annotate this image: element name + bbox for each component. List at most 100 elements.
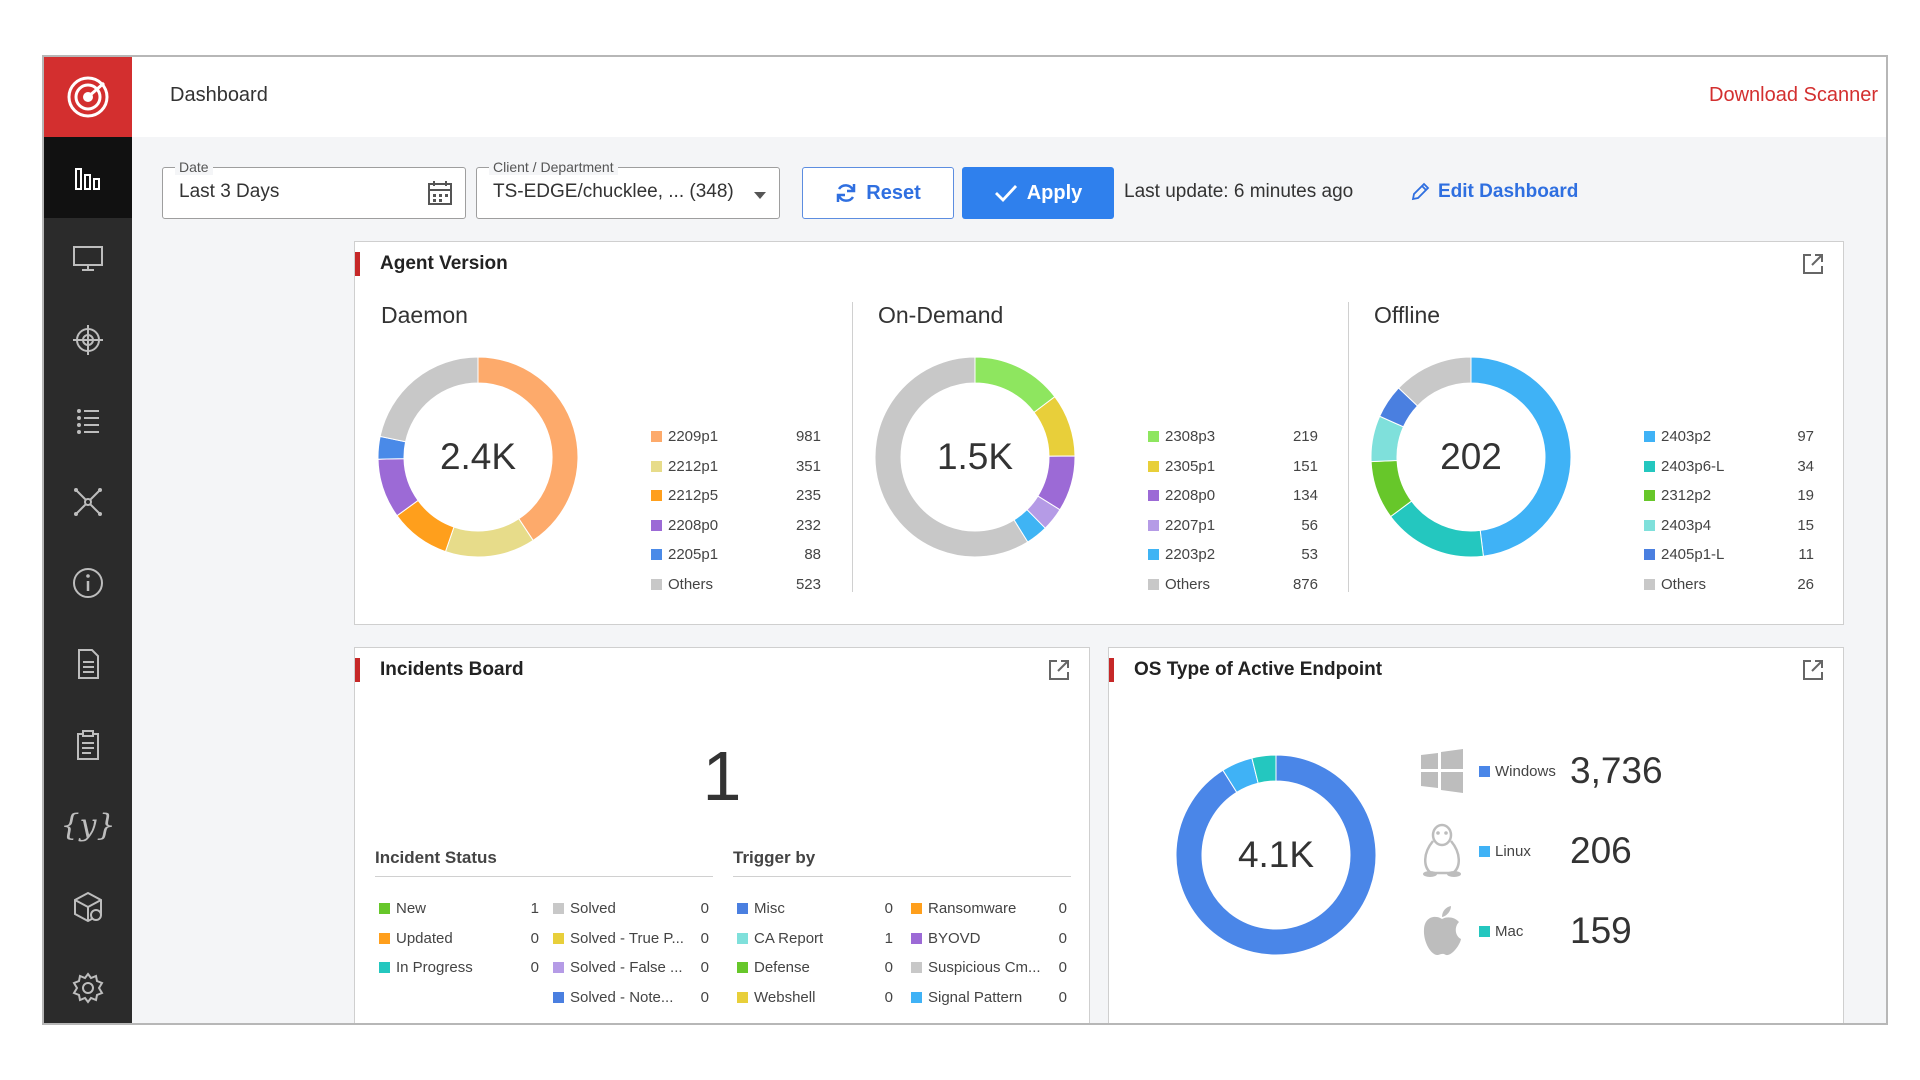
legend-item[interactable]: 2205p1 88 [651,540,821,570]
edit-dashboard-link[interactable]: Edit Dashboard [1410,181,1578,203]
os-value: 3,736 [1570,750,1663,791]
list-item[interactable]: Updated 0 [379,924,539,954]
legend-item[interactable]: 2305p1 151 [1148,452,1318,482]
list-item-count: 0 [884,900,893,918]
legend-swatch [1479,765,1490,777]
legend-label: Others [1165,575,1211,593]
legend-item[interactable]: 2308p3 219 [1148,422,1318,452]
nav-info[interactable] [44,542,132,623]
top-bar: Dashboard Download Scanner [132,57,1886,137]
legend-swatch [1644,431,1655,443]
nav-dashboard[interactable] [44,137,132,218]
list-item[interactable]: Defense 0 [737,953,893,983]
donut-slice[interactable] [874,356,1029,558]
list-item[interactable]: In Progress 0 [379,953,539,983]
logo[interactable] [44,57,132,137]
list-item-count: 0 [884,988,893,1006]
list-item[interactable]: Solved - False ... 0 [553,953,709,983]
legend-item[interactable]: 2403p6-L 34 [1644,452,1814,482]
legend-value: 351 [795,457,821,475]
list-item[interactable]: Solved - Note... 0 [553,983,709,1013]
list-item[interactable]: Webshell 0 [737,983,893,1013]
legend-swatch [1148,519,1159,531]
reset-label: Reset [866,181,921,204]
legend-item[interactable]: 2207p1 56 [1148,511,1318,541]
nav-list[interactable] [44,380,132,461]
donut-slice[interactable] [477,356,579,542]
client-department-select[interactable]: Client / Department TS-EDGE/chucklee, ..… [476,159,780,219]
donut-slice[interactable] [974,356,1056,414]
list-item[interactable]: Misc 0 [737,894,893,924]
legend-swatch [737,962,748,974]
legend-item[interactable]: 2405p1-L 11 [1644,540,1814,570]
legend-value: 15 [1797,516,1814,534]
apply-button[interactable]: Apply [962,167,1114,219]
legend-item[interactable]: Others 876 [1148,570,1318,600]
list-item-label: Solved [570,900,616,918]
legend-swatch [553,903,564,915]
legend-item[interactable]: 2403p4 15 [1644,511,1814,541]
list-item[interactable]: Solved - True P... 0 [553,924,709,954]
list-item-label: Ransomware [928,900,1017,918]
legend-item[interactable]: 2203p2 53 [1148,540,1318,570]
donut-slice[interactable] [444,518,534,558]
check-icon [994,185,1017,203]
offline-legend: 2403p2 97 2403p6-L 34 2312p2 19 2403p4 15 2405p1… [1644,422,1814,599]
list-item-label: CA Report [754,929,824,947]
donut-slice[interactable] [1175,754,1377,956]
ondemand-donut [874,356,1076,558]
legend-item[interactable]: 2209p1 981 [651,422,821,452]
nav-network[interactable] [44,461,132,542]
package-icon [74,891,102,922]
date-select[interactable]: Date Last 3 Days [162,159,466,219]
list-item[interactable]: Ransomware 0 [911,894,1067,924]
donut-slice[interactable] [1251,754,1277,784]
ondemand-legend: 2308p3 219 2305p1 151 2208p0 134 2207p1 56 2203p… [1148,422,1318,599]
list-item-count: 0 [700,988,709,1006]
list-item-label: Solved - Note... [570,988,674,1006]
legend-item[interactable]: 2312p2 19 [1644,481,1814,511]
legend-item[interactable]: Others 523 [651,570,821,600]
nav-endpoints[interactable] [44,218,132,299]
list-item-label: Suspicious Cm... [928,959,1041,977]
legend-item[interactable]: 2403p2 97 [1644,422,1814,452]
download-scanner-link[interactable]: Download Scanner [1709,84,1878,106]
nav-packages[interactable] [44,866,132,947]
list-item[interactable]: New 1 [379,894,539,924]
pencil-icon [1411,182,1430,201]
donut-slice[interactable] [1397,356,1472,407]
reset-button[interactable]: Reset [802,167,954,219]
legend-swatch [651,549,662,561]
os-label: Windows [1495,762,1556,780]
legend-swatch [1148,490,1159,502]
daemon-chart: Daemon 2.4K 2209p1 981 2212p1 351 2212p5 235 2… [359,302,844,593]
list-item[interactable]: BYOVD 0 [911,924,1067,954]
external-link-icon[interactable] [1801,252,1825,281]
external-link-icon[interactable] [1047,658,1071,687]
donut-slice[interactable] [379,356,479,443]
legend-label: 2207p1 [1165,516,1216,534]
nav-threat-hunting[interactable] [44,299,132,380]
legend-item[interactable]: 2208p0 134 [1148,481,1318,511]
legend-item[interactable]: 2212p5 235 [651,481,821,511]
app-window: {y} Dashboard Download Scanner Date Last… [42,55,1888,1025]
list-item[interactable]: Suspicious Cm... 0 [911,953,1067,983]
divider [852,302,853,592]
legend-item[interactable]: 2208p0 232 [651,511,821,541]
nav-settings[interactable] [44,947,132,1023]
legend-item[interactable]: Others 26 [1644,570,1814,600]
offline-title: Offline [1374,302,1441,328]
nav-clipboard[interactable] [44,704,132,785]
list-item-label: Webshell [754,988,816,1006]
list-item-label: Defense [754,959,810,977]
list-item[interactable]: CA Report 1 [737,924,893,954]
nav-reports[interactable] [44,623,132,704]
external-link-icon[interactable] [1801,658,1825,687]
donut-slice[interactable] [1470,356,1572,557]
legend-item[interactable]: 2212p1 351 [651,452,821,482]
nav-variables[interactable]: {y} [44,785,132,866]
list-item[interactable]: Solved 0 [553,894,709,924]
donut-slice[interactable] [1389,500,1484,558]
list-item-label: Misc [754,900,785,918]
list-item[interactable]: Signal Pattern 0 [911,983,1067,1013]
